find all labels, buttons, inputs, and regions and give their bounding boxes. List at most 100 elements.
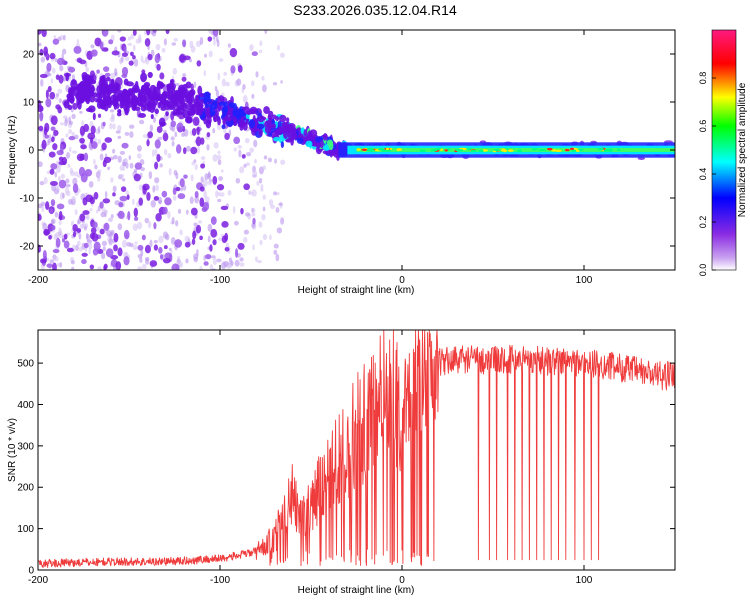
heatmap-cell	[125, 190, 129, 196]
heatmap-cell	[71, 260, 75, 265]
heatmap-cell	[142, 185, 147, 195]
heatmap-cell	[150, 200, 156, 208]
heatmap-cell	[538, 148, 546, 152]
heatmap-cell	[146, 30, 151, 36]
heatmap-cell	[177, 256, 181, 260]
heatmap-cell	[168, 104, 175, 109]
snr-y-tick-label: 100	[17, 524, 34, 535]
heatmap-cell	[83, 152, 89, 162]
heatmap-cell	[209, 244, 213, 252]
heatmap-cell	[195, 224, 202, 234]
heatmap-cell	[217, 159, 222, 166]
heatmap-cell	[196, 110, 203, 116]
heatmap-cell	[96, 100, 103, 109]
heatmap-cell	[207, 36, 213, 42]
heatmap-cell	[546, 147, 553, 151]
heatmap-cell	[156, 63, 161, 71]
heatmap-cell	[129, 124, 135, 129]
heatmap-cell	[107, 218, 113, 222]
heatmap-cell	[121, 142, 129, 149]
heatmap-cell	[218, 101, 226, 106]
heatmap-cell	[63, 34, 66, 41]
heatmap-cell	[139, 119, 145, 125]
heatmap-cell	[467, 147, 472, 151]
heatmap-cell	[154, 139, 161, 149]
heatmap-cell	[88, 248, 91, 255]
heatmap-cell	[96, 69, 100, 74]
heatmap-cell	[142, 84, 148, 91]
heatmap-cell	[52, 38, 60, 45]
heatmap-cell	[236, 78, 242, 86]
heatmap-cell	[260, 183, 264, 190]
heatmap-cell	[133, 58, 139, 67]
heatmap-cell	[156, 80, 162, 90]
heatmap-cell	[103, 156, 112, 164]
heatmap-cell	[263, 155, 268, 160]
heatmap-cell	[42, 250, 47, 260]
heatmap-cell	[115, 102, 120, 109]
heatmap-cell	[279, 114, 287, 123]
heatmap-cell	[82, 210, 90, 215]
heatmap-cell	[205, 119, 212, 129]
heatmap-cell	[103, 265, 107, 270]
heatmap-cell	[42, 222, 48, 231]
heatmap-cell	[88, 180, 94, 188]
heatmap-cell	[275, 116, 280, 122]
heatmap-cell	[103, 102, 109, 112]
heatmap-cell	[57, 88, 63, 94]
heatmap-cell	[53, 129, 59, 137]
heatmap-cell	[111, 50, 120, 56]
heatmap-cell	[110, 113, 115, 120]
heatmap-cell	[201, 206, 208, 213]
heatmap-cell	[286, 124, 293, 133]
heatmap-cell	[235, 248, 239, 258]
heatmap-cell	[280, 80, 283, 84]
heatmap-cell	[303, 129, 307, 137]
spectrogram-x-ticks: -200 -100 0 100	[28, 30, 593, 286]
heatmap-cell	[195, 136, 202, 147]
heatmap-cell	[52, 143, 58, 151]
heatmap-cell	[213, 142, 219, 149]
heatmap-cell	[164, 252, 172, 260]
heatmap-cell	[51, 67, 56, 74]
heatmap-cell	[199, 36, 204, 45]
heatmap-cell	[182, 39, 187, 48]
heatmap-cell	[174, 83, 180, 87]
heatmap-cell	[134, 162, 143, 170]
heatmap-cell	[99, 83, 106, 93]
heatmap-cell	[86, 214, 90, 220]
heatmap-cell	[219, 192, 225, 197]
heatmap-cell	[115, 261, 122, 270]
heatmap-cell	[104, 137, 113, 143]
heatmap-cell	[276, 227, 283, 234]
heatmap-cell	[112, 123, 116, 130]
heatmap-cell	[72, 102, 78, 110]
heatmap-cell	[56, 150, 64, 156]
heatmap-cell	[54, 96, 59, 100]
heatmap-cell	[239, 262, 245, 267]
heatmap-cell	[46, 263, 53, 268]
heatmap-cell	[121, 178, 126, 182]
heatmap-cell	[215, 190, 219, 198]
snr-y-tick-label: 300	[17, 441, 34, 452]
heatmap-cell	[94, 37, 102, 47]
heatmap-cell	[58, 179, 67, 189]
heatmap-cell	[50, 78, 54, 84]
heatmap-cell	[237, 64, 243, 73]
heatmap-cell	[90, 49, 98, 57]
heatmap-cell	[92, 221, 98, 229]
heatmap-cell	[207, 235, 211, 243]
heatmap-cell	[108, 39, 114, 45]
heatmap-cell	[151, 149, 155, 157]
heatmap-cell	[361, 148, 368, 152]
heatmap-cell	[262, 194, 266, 200]
heatmap-cell	[139, 257, 143, 263]
heatmap-cell	[172, 97, 177, 103]
heatmap-cell	[73, 45, 82, 54]
heatmap-cell	[48, 151, 56, 158]
heatmap-cell	[255, 71, 259, 78]
heatmap-cell	[267, 114, 272, 120]
heatmap-cell	[157, 199, 162, 204]
heatmap-cell	[245, 113, 250, 119]
